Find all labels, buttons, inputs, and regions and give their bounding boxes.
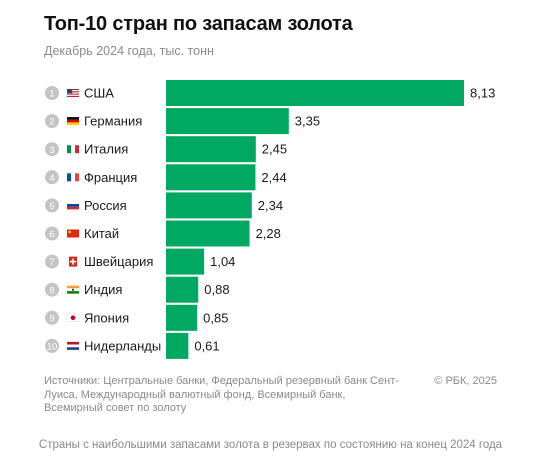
country-label: Япония: [84, 310, 129, 325]
value-label: 3,35: [295, 114, 320, 129]
value-label: 2,45: [262, 142, 287, 157]
ru-flag-icon: [67, 201, 79, 210]
country-label: Германия: [84, 114, 142, 129]
bar: [166, 108, 289, 135]
value-label: 0,61: [194, 338, 219, 353]
rank-label: 3: [49, 145, 54, 156]
country-label: Италия: [84, 142, 128, 157]
rank-label: 2: [49, 117, 54, 128]
value-label: 2,34: [258, 198, 283, 213]
rank-badge: 4: [45, 170, 59, 185]
rank-badge: 8: [45, 282, 59, 297]
gold-reserves-bar-chart: 1 США 8,13 2 Германия 3,35 3 Италия 2,45 4 Франция…: [45, 80, 495, 359]
rank-badge: 10: [45, 338, 59, 353]
bar-row: 3 Италия 2,45: [45, 136, 287, 163]
rank-label: 1: [49, 89, 54, 100]
bar-row: 6 Китай 2,28: [45, 220, 281, 247]
bar: [166, 164, 256, 191]
value-label: 0,85: [203, 310, 228, 325]
cn-flag-icon: [67, 229, 79, 238]
rank-badge: 7: [45, 254, 59, 269]
country-label: Нидерланды: [84, 338, 161, 353]
us-flag-icon: [67, 89, 79, 97]
value-label: 2,28: [256, 226, 281, 241]
bar-row: 8 Индия 0,88: [45, 276, 230, 303]
fr-flag-icon: [67, 173, 79, 182]
rank-label: 7: [49, 257, 54, 268]
bar-row: 9 Япония 0,85: [45, 304, 228, 331]
jp-flag-icon: [66, 313, 80, 323]
rank-label: 6: [49, 229, 54, 240]
bar-row: 7 Швейцария 1,04: [45, 248, 235, 275]
bar: [166, 332, 189, 359]
sources-note: Источники: Центральные банки, Федеральны…: [44, 375, 399, 414]
bar-row: 10 Нидерланды 0,61: [45, 332, 220, 359]
bar-row: 1 США 8,13: [45, 80, 495, 106]
bar-row: 5 Россия 2,34: [45, 192, 283, 219]
chart-subtitle: Декабрь 2024 года, тыс. тонн: [44, 44, 214, 58]
bar-row: 4 Франция 2,44: [45, 164, 287, 191]
it-flag-icon: [67, 145, 79, 154]
rank-badge: 9: [45, 310, 59, 325]
rank-badge: 2: [45, 114, 59, 129]
bar: [166, 304, 198, 331]
nl-flag-icon: [67, 341, 79, 350]
rank-label: 10: [47, 342, 58, 353]
copyright-note: © РБК, 2025: [434, 375, 497, 387]
bar: [166, 248, 205, 275]
rank-label: 4: [49, 173, 54, 184]
bar-row: 2 Германия 3,35: [45, 108, 320, 135]
country-label: Китай: [84, 226, 119, 241]
ch-flag-icon: [69, 256, 77, 267]
rank-label: 8: [49, 285, 54, 296]
rank-label: 9: [49, 313, 54, 324]
rank-badge: 6: [45, 226, 59, 241]
rank-badge: 1: [45, 86, 59, 100]
country-label: Россия: [84, 198, 127, 213]
value-label: 2,44: [261, 170, 286, 185]
rank-label: 5: [49, 201, 54, 212]
bar: [166, 220, 250, 247]
chart-title: Топ-10 стран по запасам золота: [44, 13, 353, 35]
bar: [166, 136, 256, 163]
country-label: Индия: [84, 282, 122, 297]
bar: [166, 192, 252, 219]
in-flag-icon: [67, 285, 79, 294]
country-label: США: [84, 86, 114, 101]
rank-badge: 5: [45, 198, 59, 213]
country-label: Франция: [84, 170, 137, 185]
bar: [166, 276, 199, 303]
image-caption: Страны с наибольшими запасами золота в р…: [38, 439, 503, 451]
value-label: 1,04: [210, 254, 235, 269]
rank-badge: 3: [45, 142, 59, 157]
value-label: 0,88: [204, 282, 229, 297]
de-flag-icon: [67, 117, 79, 126]
country-label: Швейцария: [84, 254, 153, 269]
bar: [166, 80, 464, 106]
value-label: 8,13: [470, 86, 495, 101]
